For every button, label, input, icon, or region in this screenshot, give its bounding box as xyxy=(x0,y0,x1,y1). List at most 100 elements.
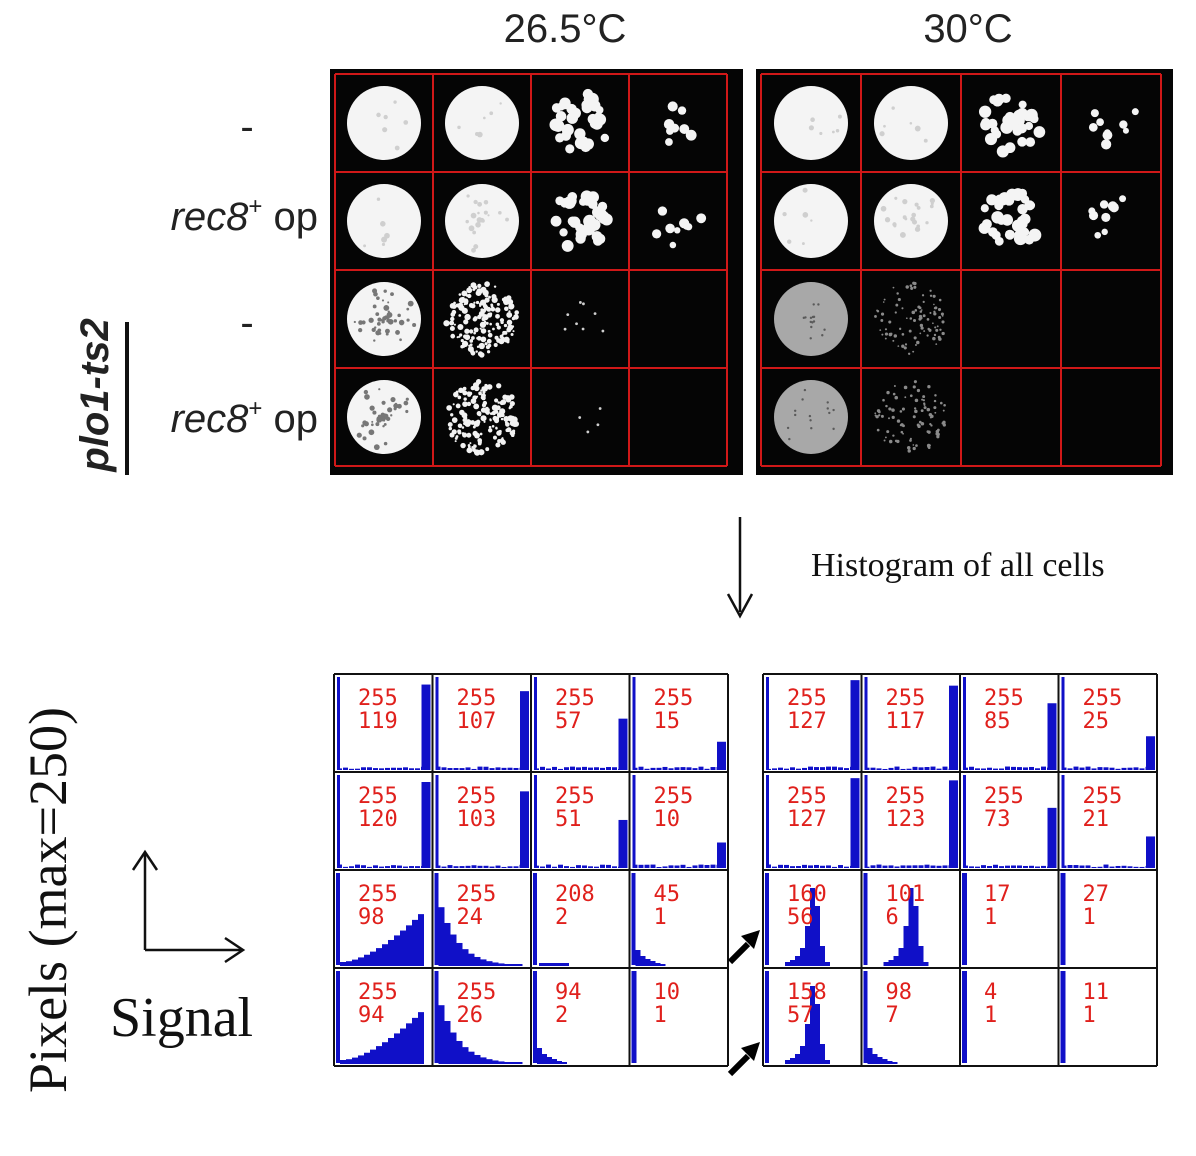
hist-max-value: 255 xyxy=(555,784,595,809)
hist-count-value: 1 xyxy=(984,1003,997,1028)
hist-cell-r4-c3: 41 xyxy=(960,968,1059,1066)
spot-r4-c1 xyxy=(347,380,421,454)
spot-r3-c1 xyxy=(774,282,848,356)
histogram-grid-2: 2551272551172558525525255127255123255732… xyxy=(762,673,1158,1067)
spot-r1-c1 xyxy=(347,86,421,160)
histogram-grid-1: 2551192551072555725515255120255103255512… xyxy=(333,673,729,1067)
spot-r1-c3 xyxy=(549,88,610,154)
hist-count-value: 57 xyxy=(555,709,582,734)
hist-max-value: 255 xyxy=(457,980,497,1005)
hist-cell-r3-c4: 271 xyxy=(1058,870,1157,968)
hist-max-value: 255 xyxy=(654,686,694,711)
spot-r2-c1 xyxy=(347,184,421,258)
hist-count-value: 123 xyxy=(886,807,926,832)
spot-r1-c2 xyxy=(874,86,948,160)
row-labels: - rec8+ op - rec8+ op plo1-ts2 xyxy=(73,105,318,475)
hist-count-value: 85 xyxy=(984,709,1011,734)
hist-cell-r4-c4: 101 xyxy=(629,968,728,1066)
hist-count-value: 25 xyxy=(1083,709,1110,734)
spot-r2-c2 xyxy=(874,184,948,258)
hist-max-value: 255 xyxy=(358,882,398,907)
hist-max-value: 255 xyxy=(787,784,827,809)
spot-r4-c1 xyxy=(774,380,848,454)
spot-r4-c3 xyxy=(578,407,602,434)
hist-count-value: 57 xyxy=(787,1003,814,1028)
row-label-2: rec8+ op xyxy=(171,193,318,239)
hist-count-value: 2 xyxy=(555,1003,568,1028)
hist-max-value: 255 xyxy=(1083,784,1123,809)
spot-r1-c4 xyxy=(1088,108,1139,150)
hist-max-value: 160 xyxy=(787,882,827,907)
plate-2 xyxy=(756,69,1173,475)
hist-max-value: 255 xyxy=(1083,686,1123,711)
hist-count-value: 2 xyxy=(555,905,568,930)
hist-max-value: 255 xyxy=(654,784,694,809)
row-label-1: - xyxy=(240,105,253,149)
hist-count-value: 120 xyxy=(358,807,398,832)
spot-r4-c2 xyxy=(874,380,946,453)
spot-r2-c2 xyxy=(445,184,519,258)
arrow-caption: Histogram of all cells xyxy=(811,547,1105,584)
hist-max-value: 45 xyxy=(654,882,681,907)
axis-label-pixels: Pixels (max=250) xyxy=(18,707,78,1093)
spot-r3-c2 xyxy=(874,281,945,355)
hist-count-value: 21 xyxy=(1083,807,1110,832)
hist-max-value: 255 xyxy=(886,784,926,809)
hist-max-value: 11 xyxy=(1083,980,1110,1005)
hist-max-value: 255 xyxy=(787,686,827,711)
hist-count-value: 127 xyxy=(787,807,827,832)
spot-r1-c3 xyxy=(978,93,1046,158)
hist-count-value: 1 xyxy=(654,905,667,930)
plates-layer xyxy=(330,69,1173,475)
hist-count-value: 56 xyxy=(787,905,814,930)
hist-cell-r4-c3: 942 xyxy=(531,968,630,1066)
hist-max-value: 17 xyxy=(984,882,1011,907)
row-label-4: rec8+ op xyxy=(171,395,318,441)
hist-cell-r3-c3: 171 xyxy=(960,870,1059,968)
hist-count-value: 15 xyxy=(654,709,681,734)
hist-count-value: 127 xyxy=(787,709,827,734)
hist-max-value: 4 xyxy=(984,980,997,1005)
row-label-3: - xyxy=(240,301,253,345)
spot-r2-c3 xyxy=(978,188,1042,246)
hist-max-value: 255 xyxy=(984,784,1024,809)
hist-count-value: 103 xyxy=(457,807,497,832)
hist-count-value: 94 xyxy=(358,1003,385,1028)
spot-r2-c3 xyxy=(550,190,613,252)
strain-label: plo1-ts2 xyxy=(73,318,117,472)
hist-max-value: 255 xyxy=(886,686,926,711)
shift-arrows xyxy=(727,930,760,1077)
temp-title-left: 26.5°C xyxy=(504,7,627,51)
hist-count-value: 7 xyxy=(886,1003,899,1028)
hist-cell-r3-c4: 451 xyxy=(629,870,728,968)
spot-r1-c1 xyxy=(774,86,848,160)
hist-count-value: 1 xyxy=(984,905,997,930)
hist-max-value: 27 xyxy=(1083,882,1110,907)
spot-r3-c1 xyxy=(347,282,421,356)
hist-max-value: 255 xyxy=(358,980,398,1005)
hist-count-value: 1 xyxy=(1083,1003,1096,1028)
hist-max-value: 208 xyxy=(555,882,595,907)
hist-max-value: 255 xyxy=(555,686,595,711)
hist-max-value: 255 xyxy=(984,686,1024,711)
axis-legend xyxy=(131,849,246,964)
hist-count-value: 119 xyxy=(358,709,398,734)
hist-max-value: 158 xyxy=(787,980,827,1005)
hist-count-value: 98 xyxy=(358,905,385,930)
